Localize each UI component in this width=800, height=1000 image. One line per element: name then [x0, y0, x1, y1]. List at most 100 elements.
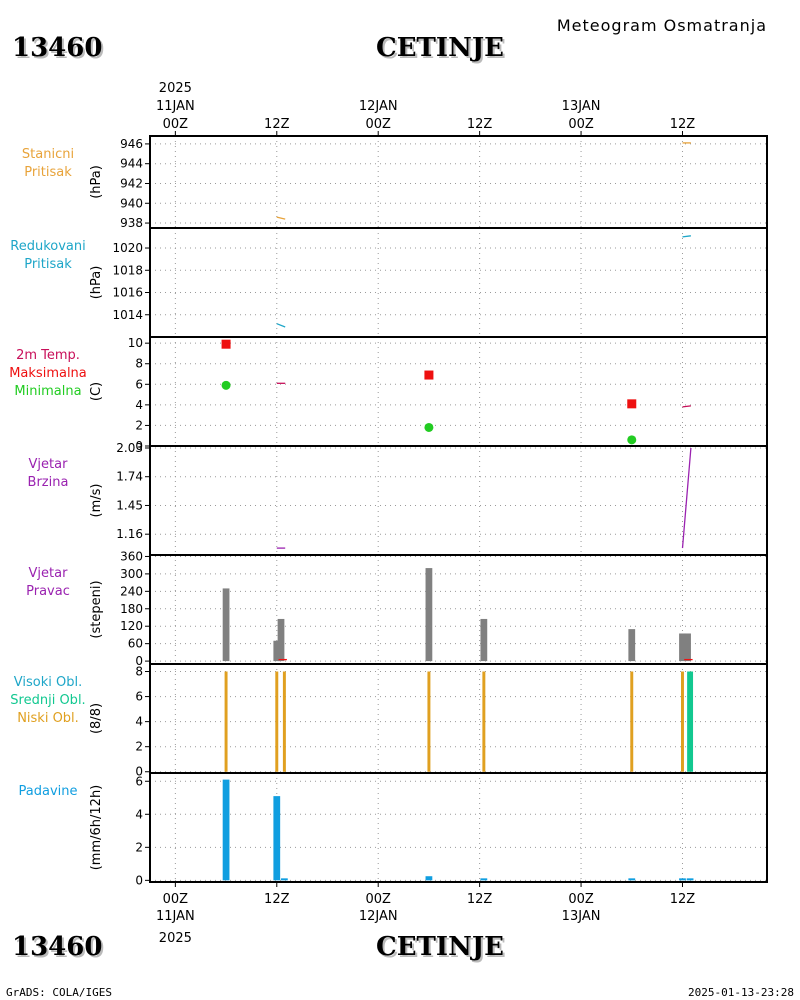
y-tick-label: 940: [120, 196, 143, 210]
y-axis-label: (8/8): [89, 703, 104, 734]
bar: [679, 633, 686, 662]
series-line: [682, 405, 691, 408]
y-tick-label: 944: [120, 157, 143, 171]
max-temp-marker: [221, 339, 231, 349]
bar: [480, 618, 488, 662]
bar: [275, 671, 279, 772]
y-tick-label: 1020: [112, 241, 143, 255]
bar: [425, 568, 433, 662]
bottom-date-label: 12JAN: [359, 909, 398, 924]
min-temp-marker: [221, 380, 231, 390]
station-name-bottom: CETINJE: [376, 932, 504, 962]
bottom-time-label: 12Z: [670, 892, 696, 907]
y-tick-label: 2.03: [116, 441, 143, 455]
y-axis-label: (hPa): [89, 266, 104, 300]
top-date-label: 13JAN: [562, 99, 601, 114]
bar: [281, 878, 288, 881]
y-tick-label: 1.74: [116, 470, 143, 484]
y-tick-label: 1.45: [116, 498, 143, 512]
panel-frame: [149, 554, 768, 665]
y-axis-label: (C): [89, 382, 104, 401]
panel-label: Niski Obl.: [17, 711, 79, 726]
y-tick-label: 946: [120, 137, 143, 151]
panel-label: Padavine: [19, 784, 78, 799]
footer-right: 2025-01-13-23:28: [688, 986, 794, 999]
panel-frame: [149, 445, 768, 556]
y-tick-label: 8: [135, 357, 143, 371]
bottom-year-label: 2025: [159, 931, 192, 946]
bottom-date-label: 13JAN: [562, 909, 601, 924]
panel-label: Brzina: [28, 475, 69, 490]
panel-label: Pritisak: [24, 165, 72, 180]
plot-area: 2025 2025 00Z 00Z 11JAN 11JAN 12Z 12Z 00Z 00Z 12JA…: [9, 81, 768, 946]
panel-label: Visoki Obl.: [14, 675, 82, 690]
top-time-label: 00Z: [568, 117, 594, 132]
bar: [277, 618, 285, 662]
panel-label: Redukovani: [10, 239, 85, 254]
y-tick-label: 1.16: [116, 527, 143, 541]
bar: [273, 640, 281, 662]
y-tick-label: 4: [135, 807, 143, 821]
bar: [273, 796, 281, 881]
panel-label: 2m Temp.: [16, 348, 80, 363]
top-time-label: 12Z: [467, 117, 493, 132]
bar: [628, 878, 636, 881]
panel-label: Maksimalna: [9, 366, 87, 381]
y-tick-label: 6: [135, 774, 143, 788]
bar: [630, 671, 634, 772]
bottom-time-label: 00Z: [365, 892, 391, 907]
bottom-time-label: 12Z: [264, 892, 290, 907]
y-tick-label: 360: [120, 549, 143, 563]
y-tick-label: 0: [135, 765, 143, 779]
top-time-label: 00Z: [365, 117, 391, 132]
top-time-label: 00Z: [163, 117, 189, 132]
panel-label: Pravac: [26, 584, 70, 599]
y-tick-label: 0: [135, 873, 143, 887]
product-title: Meteogram Osmatranja: [557, 16, 767, 35]
y-axis-label: (hPa): [89, 165, 104, 199]
y-tick-label: 938: [120, 216, 143, 230]
bar: [480, 878, 488, 881]
series-line: [276, 216, 286, 220]
panel-frame: [149, 336, 768, 447]
series-line: [682, 235, 691, 238]
min-temp-marker: [627, 435, 637, 445]
bar: [224, 671, 228, 772]
y-tick-label: 2: [135, 418, 143, 432]
bar: [482, 671, 486, 772]
max-temp-marker: [424, 370, 434, 380]
y-tick-label: 6: [135, 377, 143, 391]
y-tick-label: 180: [120, 602, 143, 616]
y-axis-label: (m/s): [89, 484, 104, 518]
top-date-label: 11JAN: [156, 99, 195, 114]
bar: [686, 878, 694, 881]
station-name-top: CETINJE: [376, 33, 504, 63]
panel-frame: [149, 772, 768, 883]
panel-frame: [149, 227, 768, 338]
footer-left: GrADS: COLA/IGES: [6, 986, 112, 999]
y-tick-label: 4: [135, 715, 143, 729]
y-tick-label: 8: [135, 665, 143, 679]
bar: [222, 779, 230, 881]
y-tick-label: 1016: [112, 286, 143, 300]
max-temp-marker: [627, 399, 637, 409]
bar: [687, 671, 694, 772]
panel-label: Pritisak: [24, 257, 72, 272]
station-id-bottom: 13460: [12, 932, 102, 962]
y-axis-label: (mm/6h/12h): [89, 785, 104, 871]
panel-label: Minimalna: [14, 384, 81, 399]
panel-label: Stanicni: [22, 147, 74, 162]
bar: [684, 633, 691, 662]
y-tick-label: 120: [120, 619, 143, 633]
y-axis-label: (stepeni): [89, 580, 104, 638]
bar: [679, 878, 686, 881]
bottom-date-label: 11JAN: [156, 909, 195, 924]
y-tick-label: 60: [128, 637, 143, 651]
top-time-label: 12Z: [670, 117, 696, 132]
y-tick-label: 10: [128, 336, 143, 350]
station-id-top: 13460: [12, 33, 102, 63]
bar: [628, 629, 636, 662]
y-tick-label: 1018: [112, 263, 143, 277]
y-tick-label: 0: [135, 439, 143, 453]
